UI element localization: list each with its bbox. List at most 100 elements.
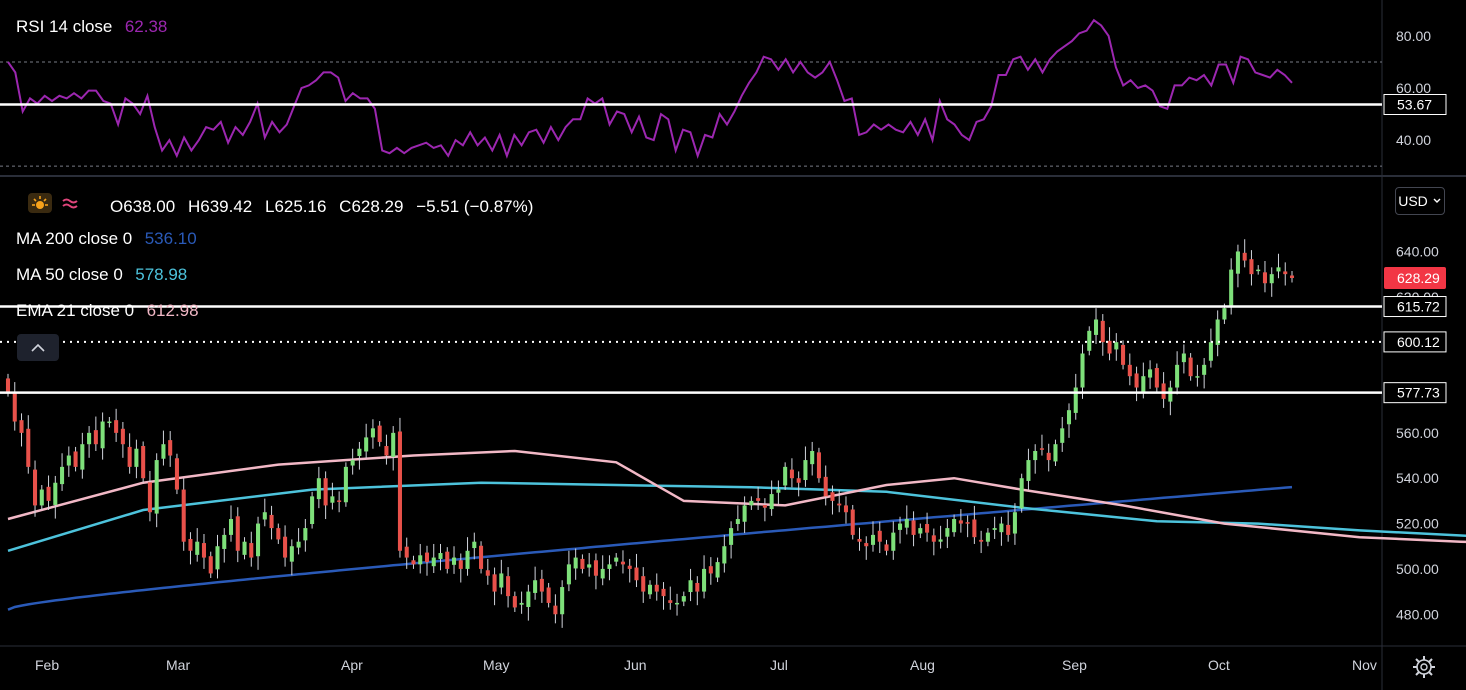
candle[interactable] [472,532,477,560]
candle[interactable] [884,539,889,556]
candle[interactable] [1019,473,1024,513]
candle[interactable] [1215,310,1220,357]
candle[interactable] [695,576,700,606]
candle[interactable] [587,553,592,577]
candle[interactable] [823,465,828,506]
candle[interactable] [593,553,598,590]
candle[interactable] [337,491,342,513]
candle[interactable] [60,453,65,491]
symbol-icons[interactable] [28,192,88,214]
candle[interactable] [1276,253,1281,279]
candle[interactable] [174,453,179,495]
candle[interactable] [168,431,173,467]
candle[interactable] [1175,351,1180,395]
candle[interactable] [1033,444,1038,474]
candle[interactable] [141,441,146,483]
candle[interactable] [526,584,531,621]
candle[interactable] [215,534,220,579]
candle[interactable] [330,482,335,510]
candle[interactable] [1114,333,1119,361]
candle[interactable] [776,480,781,505]
candle[interactable] [952,514,957,537]
candle[interactable] [1154,363,1159,393]
candle[interactable] [898,516,903,544]
candle[interactable] [431,543,436,573]
candle[interactable] [269,505,274,540]
candle[interactable] [397,417,402,558]
candle[interactable] [93,416,98,452]
candle[interactable] [100,412,105,460]
candle[interactable] [485,558,490,585]
candle[interactable] [1100,314,1105,356]
candle[interactable] [1262,260,1267,293]
candle[interactable] [600,555,605,586]
candle[interactable] [228,505,234,542]
candle[interactable] [1242,239,1247,268]
candle[interactable] [188,532,193,565]
candle[interactable] [73,446,78,472]
candle[interactable] [904,505,909,535]
sun-icon[interactable] [28,193,52,213]
candle[interactable] [661,582,666,610]
candle[interactable] [1046,443,1051,472]
candle[interactable] [1066,403,1072,438]
candle[interactable] [911,511,916,547]
candle[interactable] [837,490,842,513]
candle[interactable] [1060,416,1065,452]
candle[interactable] [573,548,578,580]
candle[interactable] [830,485,835,515]
candle[interactable] [958,509,963,533]
candle[interactable] [708,557,713,585]
candle[interactable] [1229,258,1234,315]
candle[interactable] [925,512,930,542]
candle[interactable] [965,515,970,538]
price-pane[interactable] [0,239,1466,628]
candle[interactable] [377,421,382,447]
candle[interactable] [120,421,125,458]
candle[interactable] [80,432,85,479]
collapse-legend-button[interactable] [17,334,59,361]
candle[interactable] [654,573,659,601]
candle[interactable] [1202,358,1207,389]
candle[interactable] [1053,439,1058,466]
candle[interactable] [161,430,166,466]
candle[interactable] [492,567,497,606]
candle[interactable] [262,498,267,527]
rsi-pane[interactable] [0,18,1382,167]
candle[interactable] [438,543,443,571]
candle[interactable] [418,543,423,574]
candle[interactable] [391,426,396,471]
candle[interactable] [803,446,808,487]
candle[interactable] [107,416,112,428]
candle[interactable] [519,591,524,614]
candle[interactable] [1134,366,1139,402]
candle[interactable] [195,528,200,562]
candle[interactable] [39,485,44,510]
candle[interactable] [945,519,950,549]
candle[interactable] [999,516,1004,546]
candle[interactable] [864,536,869,560]
candle[interactable] [451,546,457,574]
candle[interactable] [891,521,896,560]
candle[interactable] [688,568,693,602]
candle[interactable] [756,486,761,510]
candle[interactable] [404,537,409,569]
candle[interactable] [19,413,24,447]
candle[interactable] [343,462,348,507]
candle[interactable] [816,447,821,483]
candle[interactable] [296,528,301,555]
candle[interactable] [979,530,984,554]
candle[interactable] [1168,380,1173,416]
wave-icon[interactable] [60,193,80,213]
candle[interactable] [1283,262,1288,286]
candle[interactable] [134,439,139,479]
candle[interactable] [154,453,159,528]
candle[interactable] [1127,353,1132,386]
candle[interactable] [323,471,328,520]
candle[interactable] [424,545,430,576]
candle[interactable] [607,555,612,581]
candle[interactable] [742,496,747,534]
candle[interactable] [384,434,389,465]
candle[interactable] [506,567,511,608]
